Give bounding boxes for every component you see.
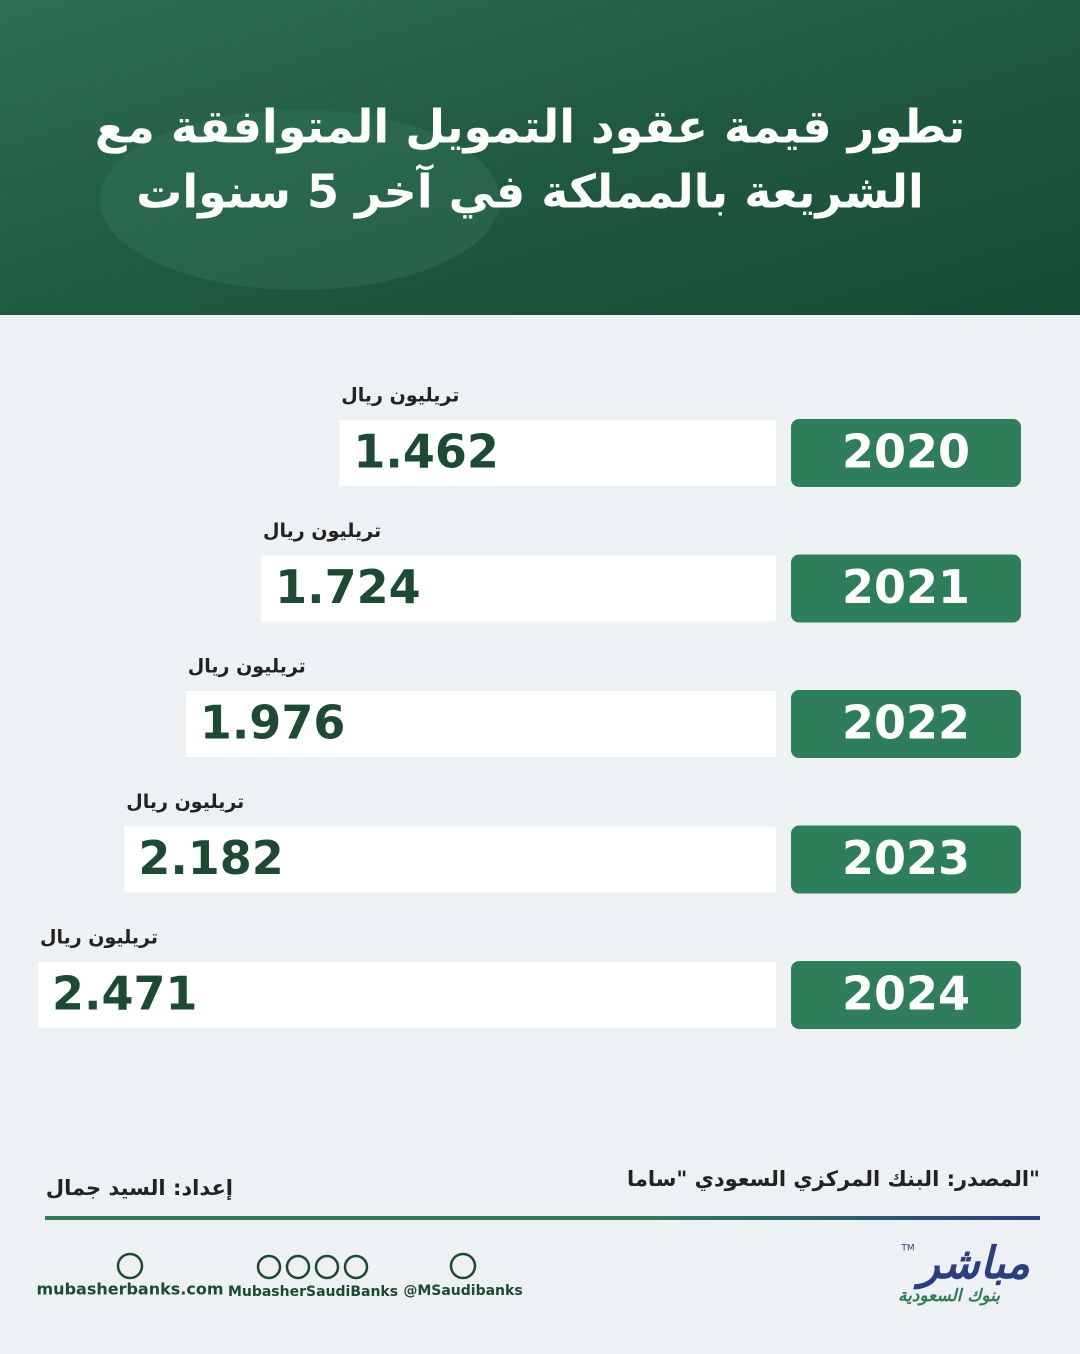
unit-label: تريليون ريال (40, 927, 158, 949)
year-label: 2022 (842, 696, 970, 750)
author: إعداد: السيد جمال (46, 1176, 233, 1200)
year-box (791, 690, 1021, 758)
logo-tm: TM (900, 1244, 914, 1254)
year-box (791, 419, 1021, 487)
source: المصدر: البنك المركزي السعودي "ساما" (627, 1167, 1040, 1192)
unit-label: تريليون ريال (188, 656, 306, 678)
divider (45, 1216, 1040, 1220)
year-label: 2023 (842, 831, 970, 885)
website: mubasherbanks.com (37, 1280, 224, 1299)
header-deco (100, 110, 500, 290)
value-bar (38, 962, 776, 1028)
value-bar (124, 826, 777, 893)
year-label: 2020 (842, 425, 970, 479)
twitter-icon (449, 1252, 477, 1280)
header-bg (0, 0, 1080, 315)
title-line: تطور قيمة عقود التمويل المتوافقة مع (95, 100, 965, 154)
value-label: 1.976 (200, 696, 346, 750)
social-icons (256, 1254, 369, 1280)
logo: مباشر (913, 1238, 1031, 1290)
year-box (791, 554, 1021, 623)
unit-label: تريليون ريال (263, 520, 381, 542)
value-label: 1.724 (275, 560, 421, 614)
value-label: 1.462 (353, 425, 499, 479)
title-line: الشريعة بالمملكة في آخر 5 سنوات (136, 164, 924, 219)
year-label: 2021 (842, 560, 970, 614)
value-label: 2.471 (52, 967, 198, 1021)
logo-sub: بنوك السعودية (898, 1286, 1000, 1306)
value-bar (339, 420, 776, 486)
unit-label: تريليون ريال (341, 385, 459, 407)
web-icon (116, 1252, 144, 1280)
value-bar (185, 691, 776, 757)
year-box (791, 961, 1021, 1029)
social: MubasherSaudiBanks (228, 1284, 398, 1300)
year-box (791, 825, 1021, 894)
year-label: 2024 (842, 967, 970, 1021)
value-bar (261, 555, 776, 622)
unit-label: تريليون ريال (126, 791, 244, 813)
twitter: @MSaudibanks (403, 1283, 522, 1299)
value-label: 2.182 (138, 831, 284, 885)
